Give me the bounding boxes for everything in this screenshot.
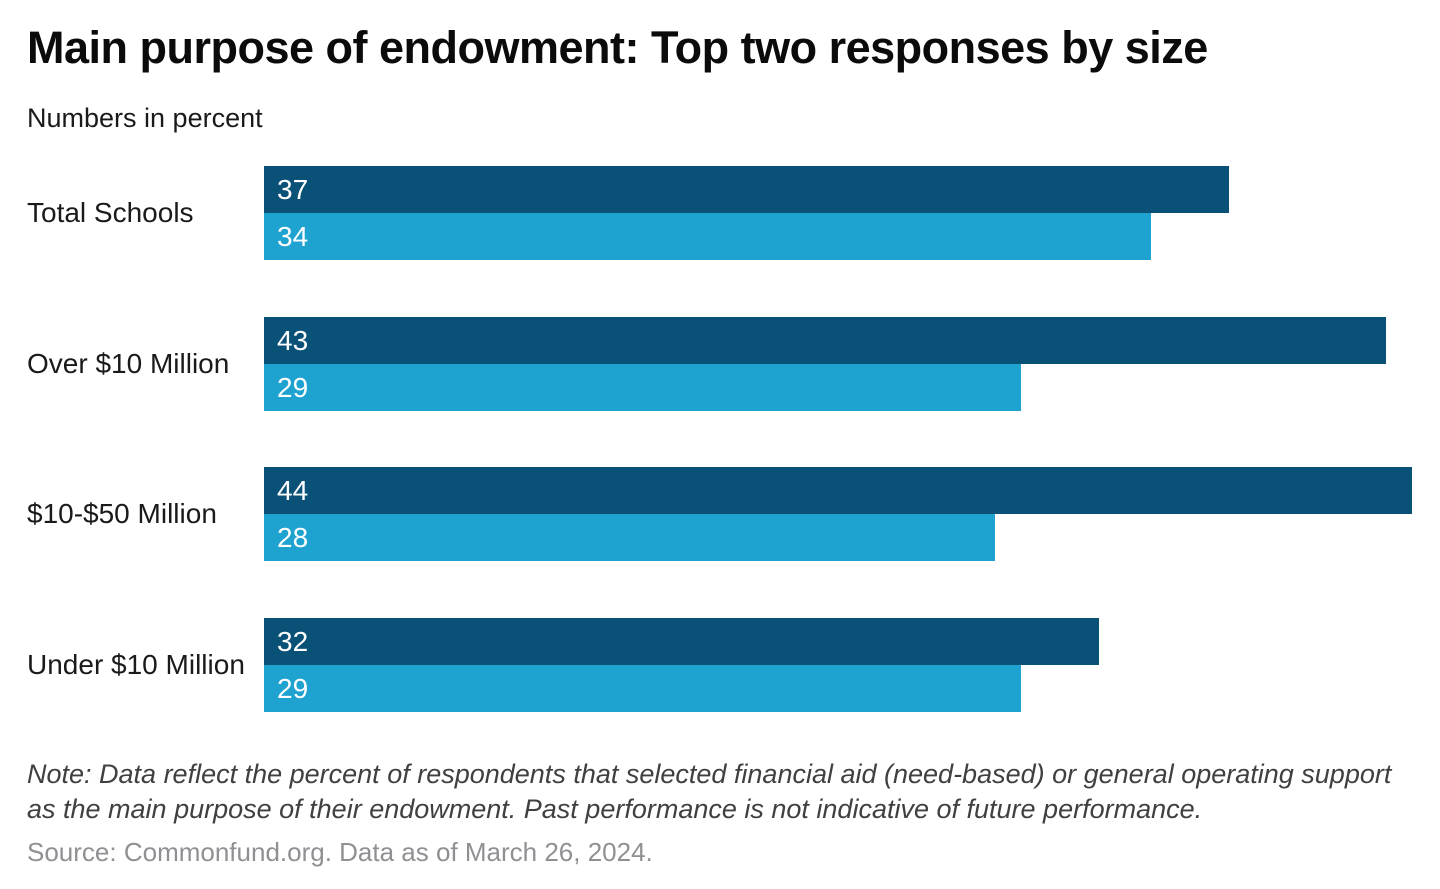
bar-dark: 37 [264, 166, 1229, 213]
bar-value-label: 37 [277, 174, 309, 205]
bar-light: 34 [264, 213, 1151, 260]
bar-value-label: 44 [277, 475, 309, 506]
bar-light: 29 [264, 665, 1021, 712]
bar-value-label: 29 [277, 372, 309, 403]
bar-value-label: 32 [277, 626, 309, 657]
bar-dark: 43 [264, 317, 1386, 364]
bar-value-label: 34 [277, 221, 309, 252]
bar-pair: 37 34 [264, 166, 1229, 260]
category-label: Over $10 Million [27, 348, 230, 379]
bar-group: Over $10 Million 43 29 [0, 317, 1440, 411]
bar-value-label: 29 [277, 673, 309, 704]
bar-value-label: 28 [277, 522, 309, 553]
bar-dark: 32 [264, 618, 1099, 665]
category-label: Under $10 Million [27, 649, 245, 680]
category-label: $10-$50 Million [27, 498, 217, 529]
bar-group: Under $10 Million 32 29 [0, 618, 1440, 712]
bar-pair: 44 28 [264, 467, 1412, 561]
bar-value-label: 43 [277, 325, 309, 356]
bar-light: 28 [264, 514, 995, 561]
bar-pair: 32 29 [264, 618, 1099, 712]
chart-note: Note: Data reflect the percent of respon… [27, 759, 1392, 824]
bar-pair: 43 29 [264, 317, 1386, 411]
bar-dark: 44 [264, 467, 1412, 514]
chart-source: Source: Commonfund.org. Data as of March… [27, 837, 653, 867]
bar-light: 29 [264, 364, 1021, 411]
chart-title: Main purpose of endowment: Top two respo… [27, 22, 1208, 73]
bar-group: $10-$50 Million 44 28 [0, 467, 1440, 561]
bar-group: Total Schools 37 34 [0, 166, 1440, 260]
category-label: Total Schools [27, 197, 194, 228]
chart-subtitle: Numbers in percent [27, 103, 263, 133]
bar-chart: Total Schools 37 34 Over $10 Million 43 29 $10… [0, 166, 1440, 713]
